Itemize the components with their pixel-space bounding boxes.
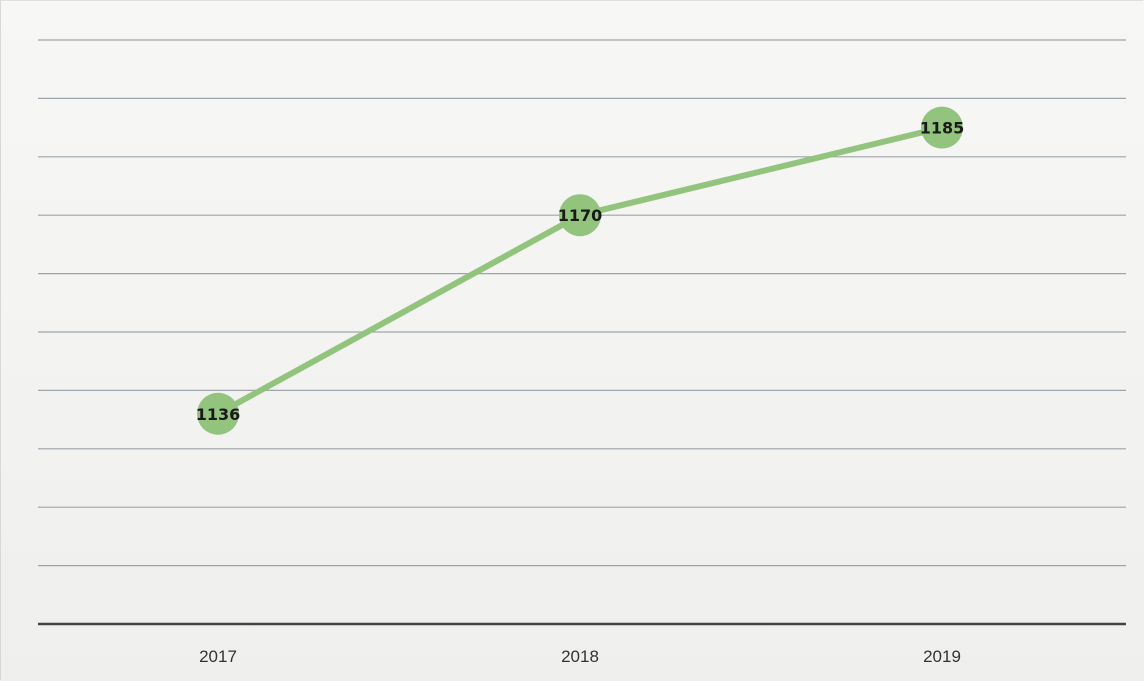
data-label: 1170 — [558, 206, 603, 225]
x-tick-labels: 2017 2018 2019 — [199, 647, 961, 666]
x-tick-label: 2018 — [561, 647, 599, 666]
gridlines — [38, 39, 1126, 567]
data-labels: 1136 1170 1185 — [196, 119, 965, 424]
data-point-marker — [197, 392, 239, 435]
data-point-marker — [921, 106, 963, 149]
data-point-marker — [559, 194, 601, 237]
x-tick-label: 2019 — [923, 647, 961, 666]
x-tick-label: 2017 — [199, 647, 237, 666]
data-label: 1136 — [196, 405, 241, 424]
series — [197, 106, 963, 435]
series-line — [215, 124, 945, 417]
data-label: 1185 — [920, 119, 965, 138]
